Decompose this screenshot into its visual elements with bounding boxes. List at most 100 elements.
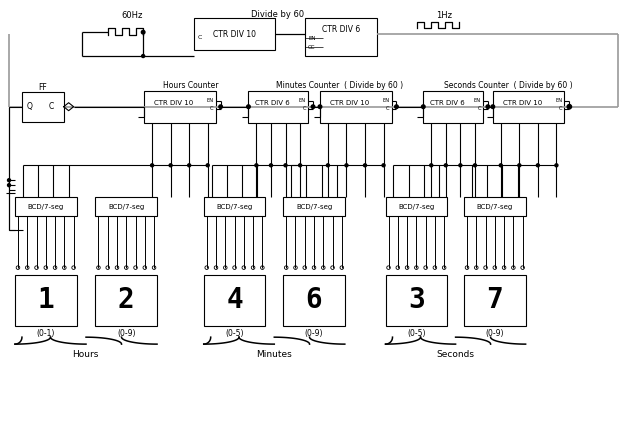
Bar [493, 91, 564, 123]
Circle shape [422, 105, 425, 109]
Text: Hours: Hours [72, 349, 99, 359]
Circle shape [141, 31, 145, 34]
Text: CTR DIV 10: CTR DIV 10 [503, 100, 542, 106]
Text: EN: EN [474, 98, 481, 103]
Text: EN: EN [382, 98, 389, 103]
Text: 60Hz: 60Hz [121, 11, 143, 20]
Bar [22, 92, 63, 122]
Circle shape [536, 164, 540, 167]
Circle shape [318, 105, 322, 109]
Text: (0-9): (0-9) [305, 329, 323, 338]
Text: (0-5): (0-5) [407, 329, 425, 338]
Text: BCD/7-seg: BCD/7-seg [296, 204, 332, 209]
Bar [424, 91, 483, 123]
Text: C: C [559, 106, 562, 111]
Text: 6: 6 [306, 287, 323, 315]
Circle shape [8, 179, 11, 182]
Circle shape [299, 164, 302, 167]
Text: EN: EN [555, 98, 562, 103]
Text: 4: 4 [226, 287, 243, 315]
Text: C: C [210, 106, 214, 111]
Text: EN: EN [207, 98, 214, 103]
Circle shape [284, 164, 287, 167]
Circle shape [459, 164, 462, 167]
Text: CTR DIV 10: CTR DIV 10 [154, 100, 193, 106]
Text: 7: 7 [486, 287, 503, 315]
Text: CTR DIV 10: CTR DIV 10 [330, 100, 370, 106]
Bar [204, 197, 266, 216]
Circle shape [430, 164, 433, 167]
Bar [15, 275, 77, 326]
Text: C: C [198, 35, 202, 40]
Text: EN: EN [299, 98, 306, 103]
Text: BCD/7-seg: BCD/7-seg [216, 204, 253, 209]
Circle shape [141, 55, 145, 58]
Text: CTR DIV 6: CTR DIV 6 [321, 25, 360, 33]
Text: (0-9): (0-9) [117, 329, 136, 338]
Bar [194, 18, 275, 50]
Text: Minutes Counter  ( Divide by 60 ): Minutes Counter ( Divide by 60 ) [276, 81, 403, 90]
Text: (0-9): (0-9) [486, 329, 504, 338]
Circle shape [188, 164, 191, 167]
Text: Divide by 60: Divide by 60 [250, 10, 304, 19]
Bar [204, 275, 266, 326]
Text: 1Hz: 1Hz [436, 11, 452, 20]
Bar [320, 91, 392, 123]
Bar [283, 197, 345, 216]
Circle shape [486, 105, 489, 109]
Circle shape [363, 164, 366, 167]
Circle shape [247, 105, 250, 109]
Circle shape [151, 164, 153, 167]
Text: 1: 1 [37, 287, 54, 315]
Circle shape [474, 164, 476, 167]
Circle shape [491, 105, 495, 109]
Bar [96, 275, 157, 326]
Text: 3: 3 [408, 287, 425, 315]
Circle shape [255, 164, 258, 167]
Circle shape [311, 105, 315, 109]
Text: 2: 2 [118, 287, 134, 315]
Text: EN: EN [308, 36, 316, 41]
Text: CTR DIV 6: CTR DIV 6 [255, 100, 290, 106]
Text: BCD/7-seg: BCD/7-seg [28, 204, 64, 209]
Text: Minutes: Minutes [256, 349, 292, 359]
Text: BCD/7-seg: BCD/7-seg [398, 204, 434, 209]
Circle shape [444, 164, 448, 167]
Circle shape [382, 164, 385, 167]
Circle shape [395, 105, 398, 109]
Text: Seconds: Seconds [436, 349, 474, 359]
Text: BCD/7-seg: BCD/7-seg [108, 204, 145, 209]
Circle shape [8, 184, 11, 187]
Text: Q: Q [27, 102, 33, 111]
Text: FF: FF [39, 84, 47, 92]
Text: C: C [386, 106, 389, 111]
Bar [464, 197, 526, 216]
Bar [249, 91, 308, 123]
Circle shape [555, 164, 558, 167]
Text: Hours Counter: Hours Counter [163, 81, 219, 90]
Bar [96, 197, 157, 216]
Circle shape [206, 164, 209, 167]
Text: CTR DIV 6: CTR DIV 6 [430, 100, 465, 106]
Circle shape [518, 164, 521, 167]
Text: CTR DIV 10: CTR DIV 10 [213, 30, 256, 39]
Bar [385, 275, 447, 326]
Bar [385, 197, 447, 216]
Text: C: C [477, 106, 481, 111]
Text: Seconds Counter  ( Divide by 60 ): Seconds Counter ( Divide by 60 ) [444, 81, 573, 90]
Circle shape [345, 164, 348, 167]
Circle shape [219, 105, 223, 109]
Circle shape [327, 164, 330, 167]
Text: (0-1): (0-1) [37, 329, 55, 338]
Circle shape [169, 164, 172, 167]
Bar [15, 197, 77, 216]
Circle shape [269, 164, 273, 167]
Bar [283, 275, 345, 326]
Text: (0-5): (0-5) [225, 329, 244, 338]
Bar [305, 18, 377, 56]
Bar [464, 275, 526, 326]
Circle shape [567, 104, 571, 109]
Circle shape [500, 164, 502, 167]
Text: CC: CC [308, 45, 316, 50]
Text: BCD/7-seg: BCD/7-seg [477, 204, 513, 209]
